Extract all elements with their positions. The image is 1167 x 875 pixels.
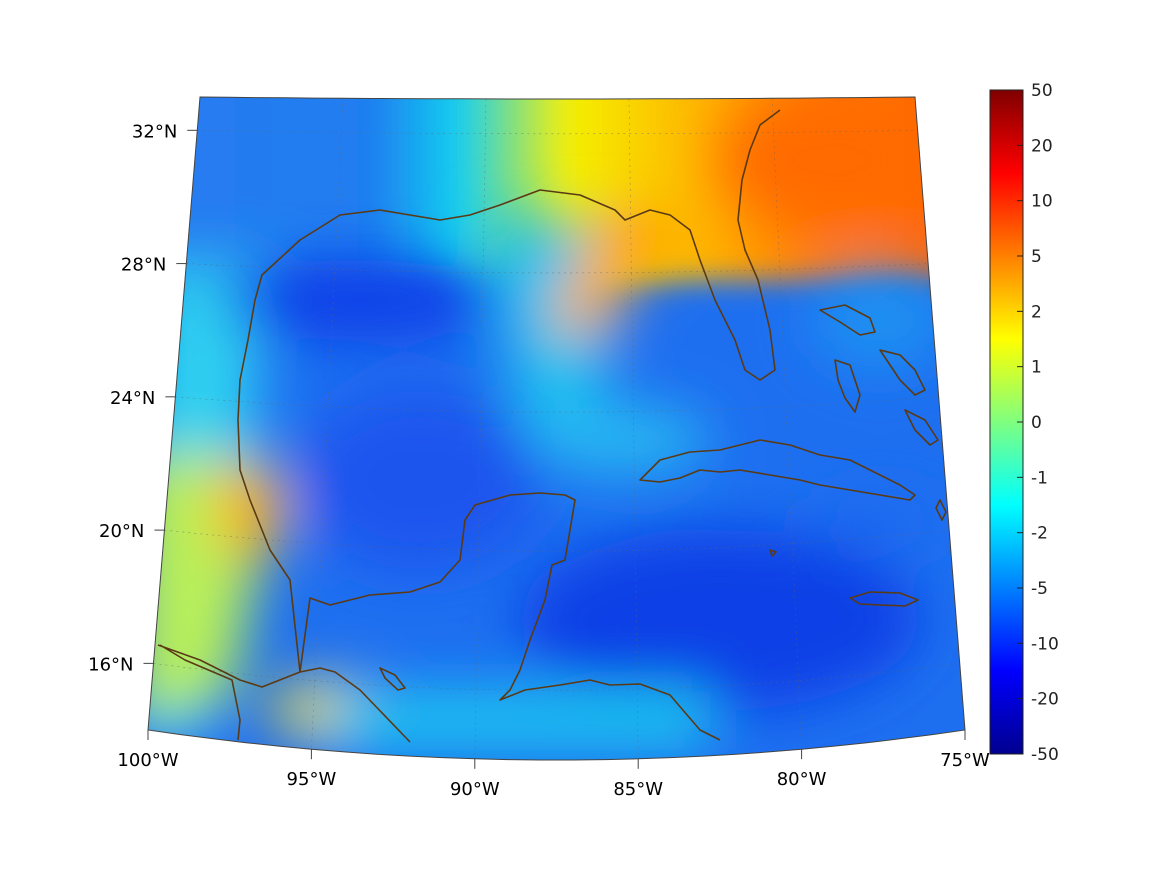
parallel-line xyxy=(197,130,918,135)
coastlines xyxy=(157,109,947,743)
colorbar-tick-label: 1 xyxy=(1031,358,1042,378)
lat-tick-label: 28°N xyxy=(121,255,166,276)
meridian-line xyxy=(771,98,802,750)
lon-tick-label: 85°W xyxy=(613,779,663,800)
parallel-line xyxy=(153,663,960,691)
lat-tick-label: 20°N xyxy=(99,521,144,542)
lon-tick-label: 90°W xyxy=(450,779,500,800)
parallel-line xyxy=(164,529,950,552)
colorbar-tick-label: -2 xyxy=(1031,524,1048,544)
data-field xyxy=(148,97,965,760)
meridian-line xyxy=(474,98,487,759)
colorbar-tick-label: 0 xyxy=(1031,413,1042,433)
latitude-labels: 32°N 28°N 24°N 20°N 16°N xyxy=(88,121,198,675)
parallel-line xyxy=(175,396,939,413)
lat-tick-label: 32°N xyxy=(132,121,177,142)
parallel-line xyxy=(186,263,929,274)
colorbar-tick-label: -5 xyxy=(1031,579,1048,599)
colorbar-tick-label: 50 xyxy=(1031,81,1053,101)
meridian-line xyxy=(628,98,639,759)
lon-tick-label: 100°W xyxy=(117,750,178,771)
colorbar-tick-label: -20 xyxy=(1031,690,1059,710)
lon-tick-label: 95°W xyxy=(287,769,337,790)
colorbar-tick-label: -1 xyxy=(1031,468,1048,488)
lat-tick-label: 16°N xyxy=(88,654,133,675)
colorbar-tick-label: -10 xyxy=(1031,634,1059,654)
colorbar-tick-label: 20 xyxy=(1031,136,1053,156)
lat-tick-label: 24°N xyxy=(110,388,155,409)
lon-tick-label: 75°W xyxy=(940,750,990,771)
colorbar-tick-label: 2 xyxy=(1031,302,1042,322)
meridian-line xyxy=(311,98,344,750)
colorbar-tick-label: -50 xyxy=(1031,745,1059,765)
longitude-labels: 100°W 95°W 90°W 85°W 80°W 75°W xyxy=(117,730,990,800)
lon-tick-label: 80°W xyxy=(777,769,827,790)
colorbar-tick-label: 5 xyxy=(1031,247,1042,267)
colorbar-tick-label: 10 xyxy=(1031,192,1053,212)
